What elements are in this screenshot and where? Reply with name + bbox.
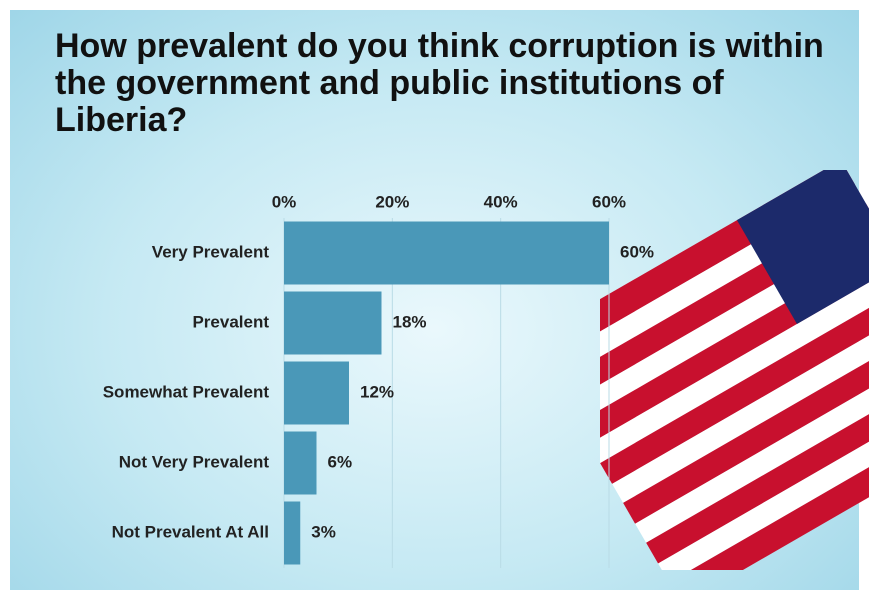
y-tick-label: Prevalent	[192, 312, 269, 331]
x-tick-label: 20%	[375, 192, 409, 211]
value-label: 18%	[393, 312, 427, 331]
y-tick-label: Somewhat Prevalent	[103, 382, 270, 401]
x-tick-label: 0%	[272, 192, 297, 211]
x-tick-label: 40%	[484, 192, 518, 211]
flag	[600, 170, 869, 570]
y-tick-label: Not Very Prevalent	[119, 452, 270, 471]
y-tick-label: Very Prevalent	[152, 242, 270, 261]
value-label: 6%	[328, 452, 353, 471]
x-tick-label: 60%	[592, 192, 626, 211]
chart-title: How prevalent do you think corruption is…	[55, 27, 824, 139]
bar	[284, 431, 317, 495]
bar	[284, 501, 301, 565]
value-label: 60%	[620, 242, 654, 261]
bar	[284, 221, 609, 285]
value-label: 12%	[360, 382, 394, 401]
y-tick-label: Not Prevalent At All	[112, 522, 269, 541]
bar	[284, 291, 382, 355]
bar	[284, 361, 349, 425]
value-label: 3%	[311, 522, 336, 541]
